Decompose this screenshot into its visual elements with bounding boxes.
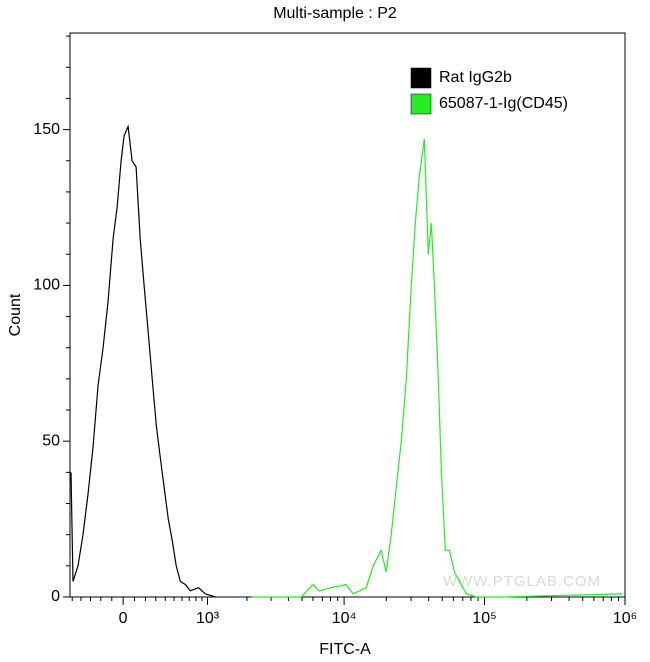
x-tick-label: 10⁶ — [613, 610, 637, 627]
legend-swatch — [410, 67, 432, 89]
x-tick-label: 10⁵ — [472, 610, 496, 627]
plot-frame — [69, 32, 626, 598]
y-tick-label: 150 — [33, 121, 60, 138]
y-tick-label: 50 — [42, 432, 60, 449]
legend-label: 65087-1-Ig(CD45) — [439, 95, 568, 112]
x-tick-label: 10⁴ — [332, 610, 357, 627]
histogram-line — [70, 124, 216, 598]
x-tick-label: 10³ — [196, 610, 220, 627]
watermark: WWW.PTGLAB.COM — [443, 573, 601, 590]
chart-title: Multi-sample : P2 — [273, 5, 397, 22]
x-tick-label: 0 — [119, 610, 128, 627]
x-axis-label: FITC-A — [319, 641, 371, 658]
histogram-line — [251, 138, 623, 598]
legend-label: Rat IgG2b — [439, 69, 512, 86]
y-axis-label: Count — [7, 293, 24, 336]
y-tick-label: 0 — [51, 588, 60, 605]
legend-swatch — [410, 93, 432, 115]
y-tick-label: 100 — [33, 277, 60, 294]
